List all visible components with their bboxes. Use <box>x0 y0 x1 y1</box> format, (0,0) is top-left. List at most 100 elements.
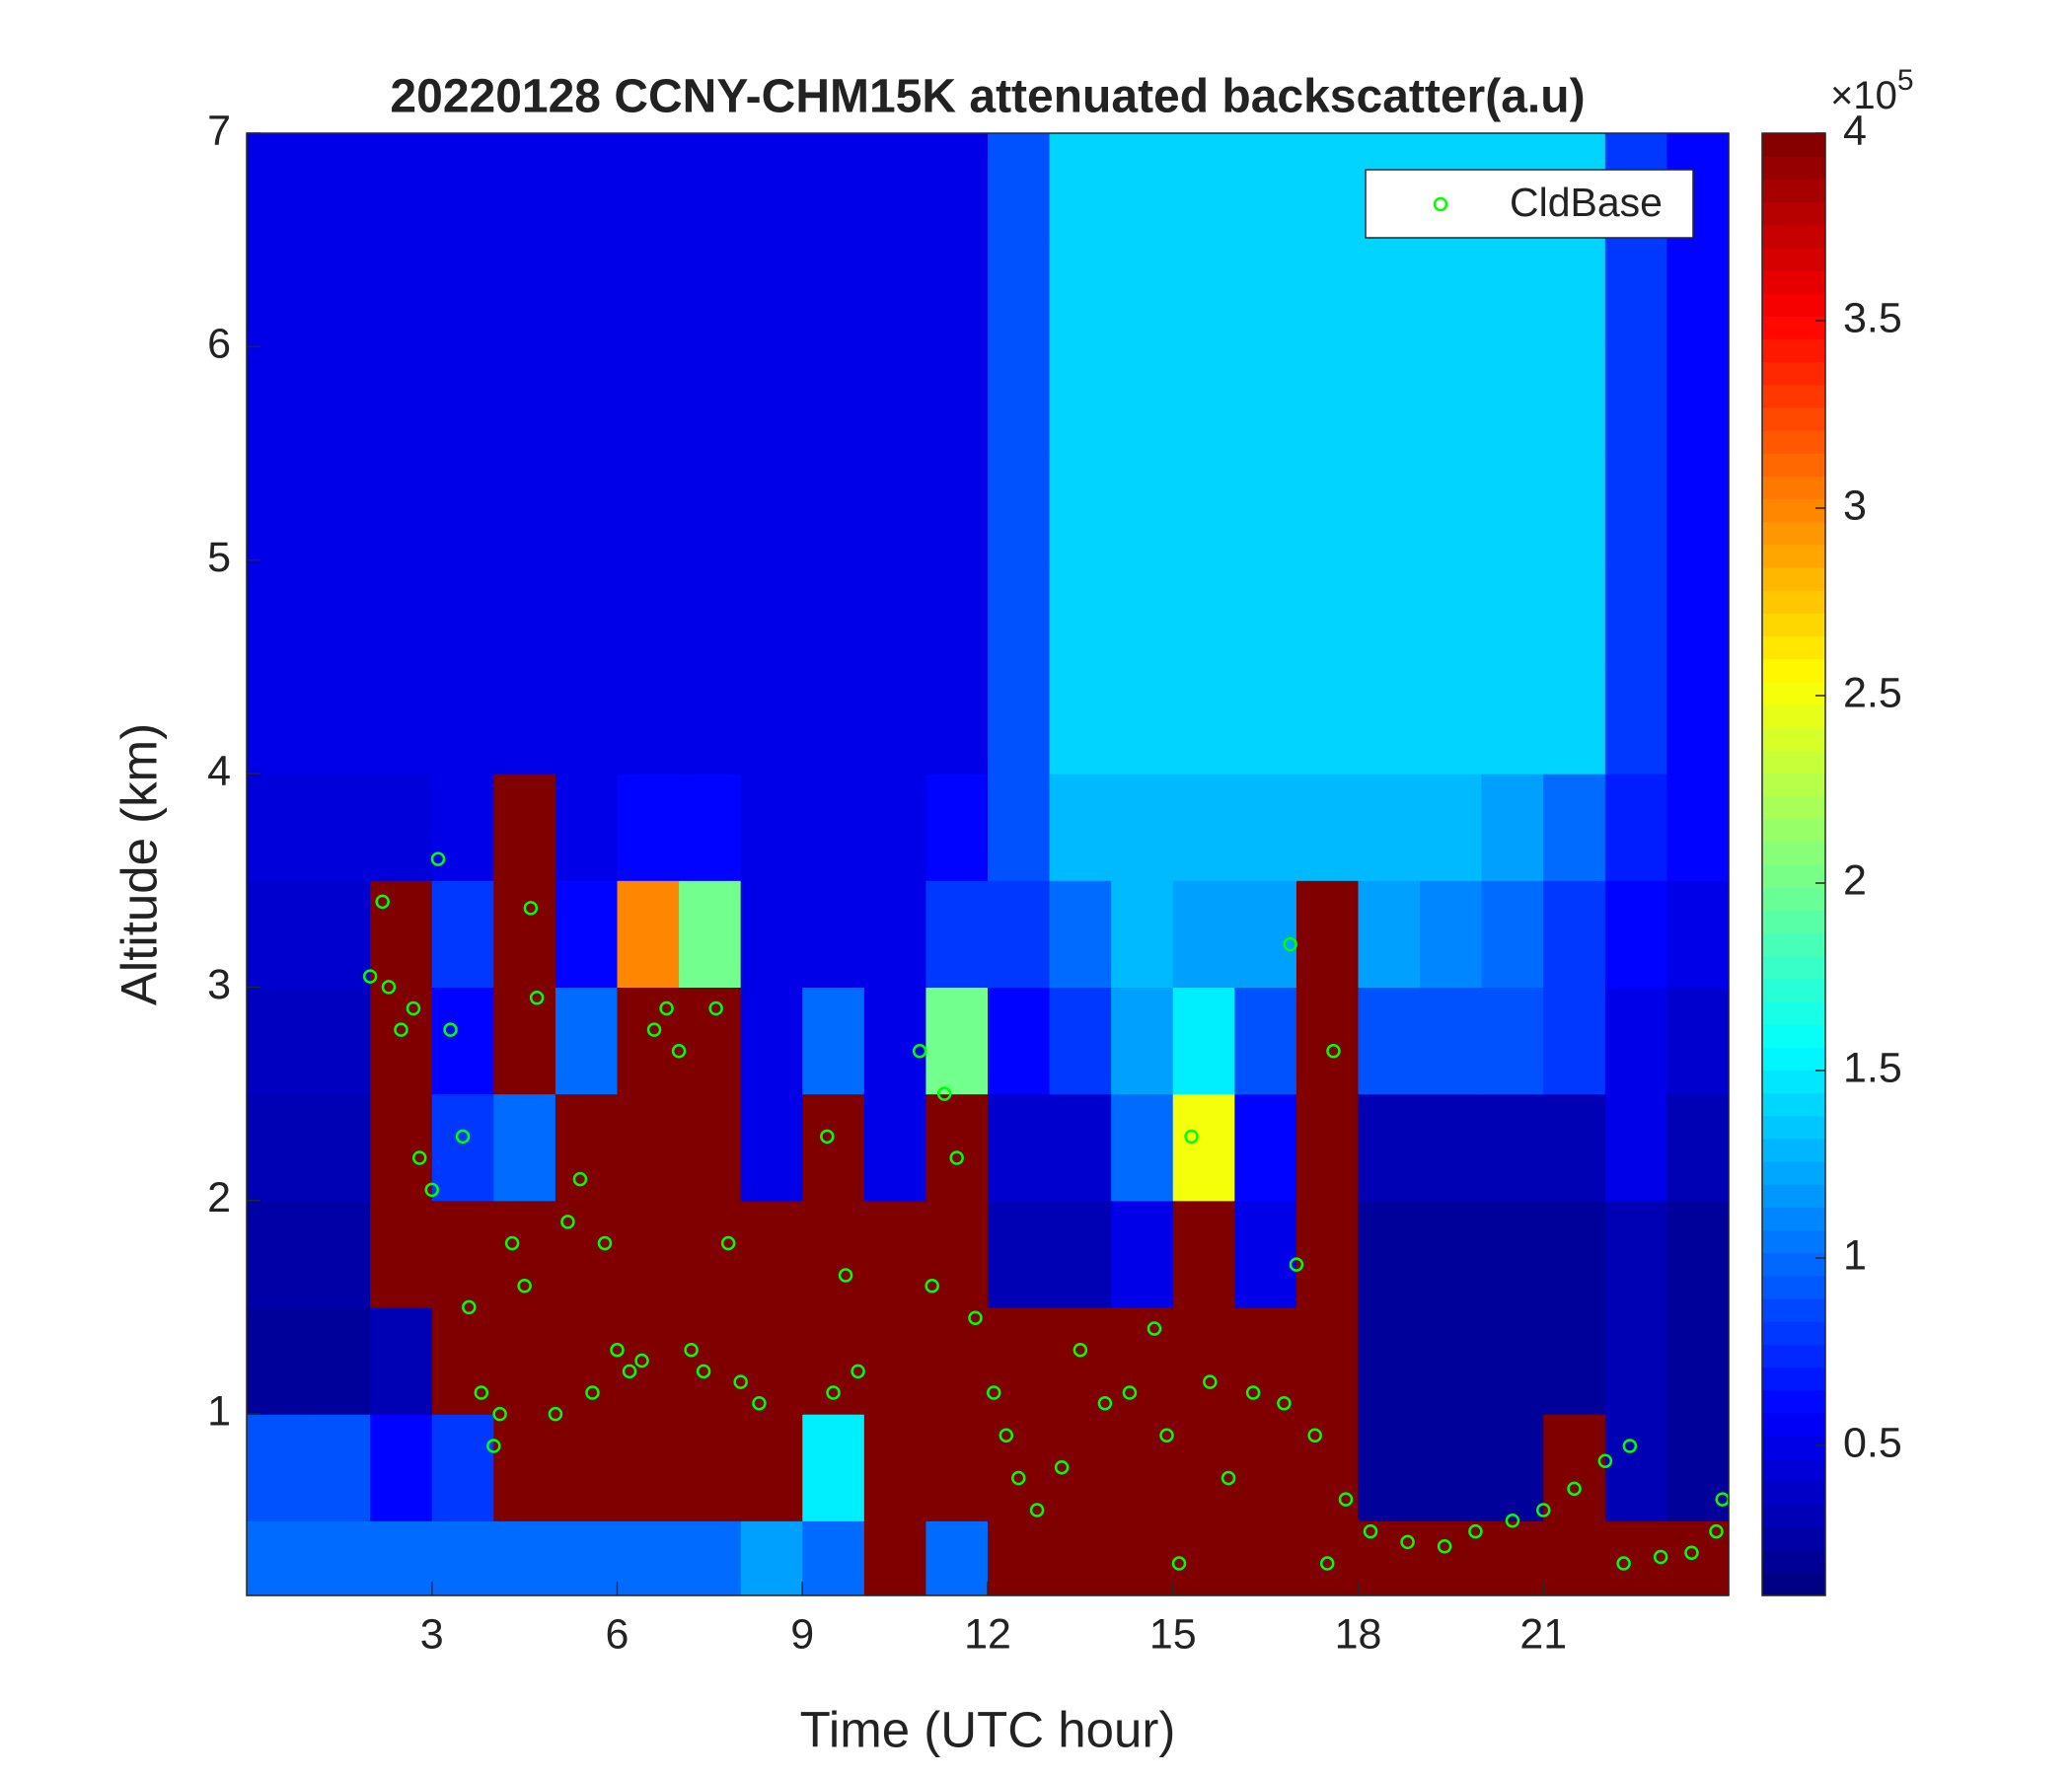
heat-cell <box>555 1520 619 1596</box>
cloud-base-point <box>936 1086 952 1101</box>
colorbar-band <box>1762 521 1825 546</box>
heat-cell <box>493 880 556 989</box>
cloud-base-point <box>560 1215 575 1229</box>
heat-cell <box>370 666 433 775</box>
heat-cell <box>617 240 680 347</box>
cloud-base-point <box>912 1044 927 1059</box>
heat-cell <box>431 453 494 561</box>
heat-cell <box>740 240 803 347</box>
heat-cell <box>802 1306 865 1415</box>
cloud-base-point <box>430 851 446 866</box>
colorbar-band <box>1762 932 1825 957</box>
heat-cell <box>1049 453 1112 561</box>
heat-cell <box>493 1520 556 1596</box>
cloud-base-point <box>1616 1556 1631 1571</box>
colorbar-band <box>1762 818 1825 843</box>
heat-cell <box>247 346 310 455</box>
heat-cell <box>679 133 742 241</box>
heat-cell <box>1234 346 1297 455</box>
heat-cell <box>308 1306 371 1415</box>
heat-cell <box>1604 1306 1668 1415</box>
heat-cell <box>679 666 742 775</box>
heat-cell <box>925 987 989 1095</box>
cloud-base-point <box>381 980 397 995</box>
heat-cell <box>493 774 556 881</box>
heat-cell <box>1481 453 1544 561</box>
heat-cell <box>1172 453 1235 561</box>
cloud-base-point <box>733 1374 748 1389</box>
heat-cell <box>802 559 865 668</box>
heat-cell <box>1420 1414 1483 1521</box>
heat-cell <box>247 559 310 668</box>
cloud-base-point <box>1319 1556 1335 1571</box>
heat-cell <box>370 774 433 881</box>
heat-cell <box>802 1200 865 1308</box>
heat-cell <box>1543 1200 1606 1308</box>
heat-cell <box>493 1200 556 1308</box>
colorbar-band <box>1762 1367 1825 1391</box>
heat-cell <box>1666 453 1730 561</box>
cloud-base-point <box>362 969 378 984</box>
x-tick-label: 21 <box>1519 1610 1567 1658</box>
heat-cell <box>493 987 556 1095</box>
colorbar-band <box>1762 1297 1825 1322</box>
heat-cell <box>988 987 1051 1095</box>
heat-cell <box>1111 240 1174 347</box>
heat-cell <box>1604 1520 1668 1596</box>
heat-cell <box>555 346 619 455</box>
heat-cell <box>1295 453 1360 561</box>
heat-cell <box>308 1414 371 1521</box>
heat-cell <box>370 1414 433 1521</box>
heat-cell <box>1172 880 1235 989</box>
heat-cell <box>1481 666 1544 775</box>
heat-cell <box>308 1200 371 1308</box>
colorbar-band <box>1762 795 1825 820</box>
heat-cell <box>1481 1306 1544 1415</box>
heat-cell <box>493 346 556 455</box>
heat-cell <box>1358 559 1421 668</box>
heat-cell <box>925 1306 989 1415</box>
heat-cell <box>308 240 371 347</box>
heat-cell <box>431 1093 494 1202</box>
heat-cell <box>493 453 556 561</box>
cloud-base-point <box>1326 1044 1341 1059</box>
cloud-base-point <box>838 1268 853 1283</box>
heat-cell <box>1481 1093 1544 1202</box>
heat-cell <box>308 987 371 1095</box>
heat-cell <box>1481 1200 1544 1308</box>
heat-cell <box>247 774 310 881</box>
heat-cell <box>1234 453 1297 561</box>
colorbar-band <box>1762 544 1825 568</box>
y-tick-label: 1 <box>207 1387 231 1435</box>
heat-cell <box>1172 133 1235 241</box>
heat-cell <box>1234 559 1297 668</box>
heat-cell <box>740 987 803 1095</box>
heat-cell <box>1111 880 1174 989</box>
cloud-base-point <box>517 1279 532 1294</box>
heat-cell <box>1420 346 1483 455</box>
heat-cell <box>308 346 371 455</box>
heat-cell <box>679 1520 742 1596</box>
heat-cell <box>617 1200 680 1308</box>
heat-cell <box>247 1200 310 1308</box>
heat-cell <box>370 559 433 668</box>
colorbar-band <box>1762 1229 1825 1254</box>
heat-cell <box>1172 346 1235 455</box>
heat-cell <box>1358 774 1421 881</box>
heat-cell <box>1604 559 1668 668</box>
x-tick-label: 6 <box>606 1610 629 1658</box>
heat-cell <box>1295 133 1360 241</box>
colorbar-band <box>1762 1321 1825 1345</box>
y-tick-label: 7 <box>207 107 231 154</box>
colorbar-band <box>1762 430 1825 454</box>
colorbar-band <box>1762 1252 1825 1277</box>
cloud-base-point <box>1338 1492 1354 1507</box>
heat-cell <box>555 559 619 668</box>
heat-cell <box>1295 346 1360 455</box>
heat-cell <box>679 240 742 347</box>
heat-cell <box>863 1520 927 1596</box>
heat-cell <box>802 1093 865 1202</box>
cloud-base-point <box>462 1299 477 1315</box>
heat-cell <box>1420 1200 1483 1308</box>
heat-cell <box>1111 666 1174 775</box>
